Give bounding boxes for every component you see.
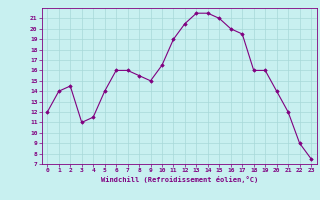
- X-axis label: Windchill (Refroidissement éolien,°C): Windchill (Refroidissement éolien,°C): [100, 176, 258, 183]
